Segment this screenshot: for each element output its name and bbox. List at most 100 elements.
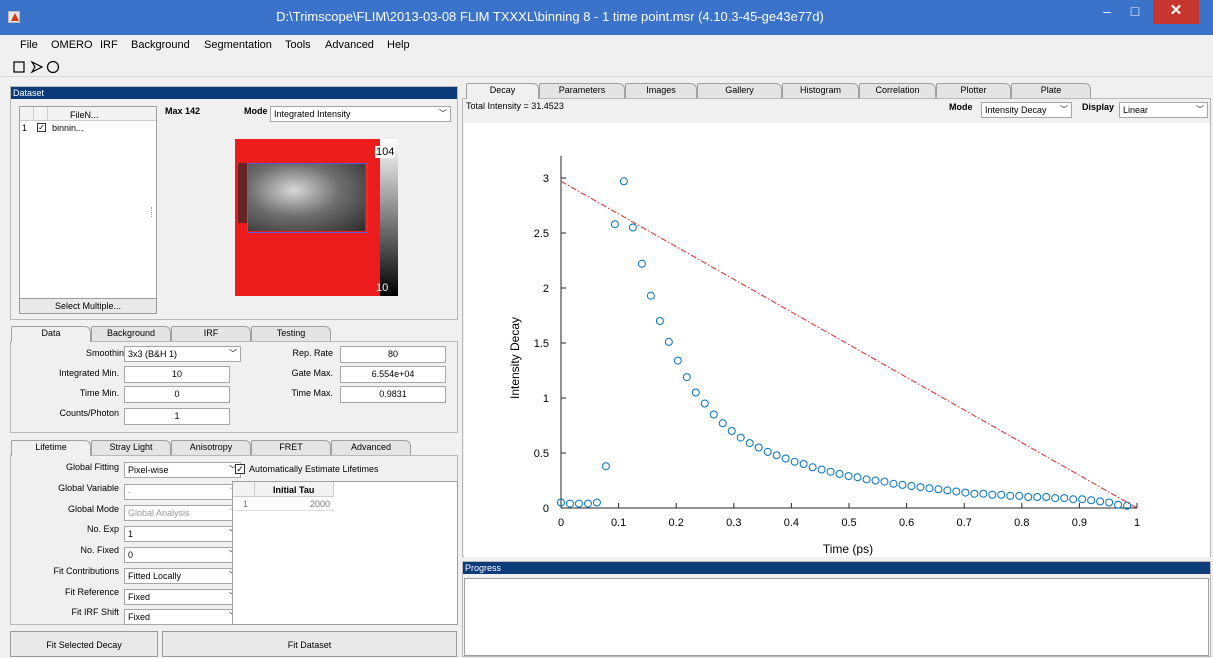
y-axis-label: Intensity Decay [508,317,522,399]
chevron-down-icon: ﹀ [439,109,447,118]
fit-dataset-button[interactable]: Fit Dataset [162,631,457,657]
menu-background[interactable]: Background [131,39,190,51]
intensity-image[interactable]: 104 10 [235,139,398,296]
maximize-button[interactable]: □ [1130,3,1140,19]
mode-select[interactable]: Integrated Intensity ﹀ [270,106,451,122]
file-name-header[interactable]: FileN... [70,110,99,120]
initial-tau-table[interactable]: Initial Tau 1 2000 [232,481,458,625]
tab-decay[interactable]: Decay [466,83,539,99]
chevron-down-icon: ﹀ [229,349,237,358]
no-fixed-select[interactable]: 0﹀ [124,547,241,563]
counts-photon-field[interactable]: 1 [124,408,230,425]
smoothing-select[interactable]: 3x3 (B&H 1) ﹀ [124,346,241,362]
file-checkbox[interactable]: ✓ [37,123,46,132]
menu-omero[interactable]: OMERO [51,39,93,51]
max-label: Max 142 [165,106,201,116]
data-point [745,439,754,448]
global-mode-select[interactable]: Global Analysis﹀ [124,505,241,521]
select-multiple-button[interactable]: Select Multiple... [19,298,157,314]
x-axis-label: Time (ps) [823,542,873,556]
rep-rate-field[interactable]: 80 [340,346,446,363]
tab-stray-light[interactable]: Stray Light [91,440,171,455]
tab-testing[interactable]: Testing [251,326,331,341]
menu-bar: File OMERO IRF Background Segmentation T… [0,35,1213,57]
menu-advanced[interactable]: Advanced [325,39,374,51]
menu-tools[interactable]: Tools [285,39,311,51]
data-point [952,487,961,496]
close-button[interactable]: ✕ [1153,0,1199,24]
data-point [1078,495,1087,504]
no-exp-select-value: 1 [128,529,134,539]
menu-file[interactable]: File [20,39,38,51]
tab-lifetime[interactable]: Lifetime [11,440,91,456]
minimize-button[interactable]: – [1103,3,1111,19]
tab-irf[interactable]: IRF [171,326,251,341]
x-tick-label: 0.7 [957,517,972,529]
rep-rate-label: Rep. Rate [292,348,333,358]
roi-rectangle[interactable] [247,163,368,233]
file-table[interactable]: FileN... 1 ✓ binnin... [19,106,157,306]
row-index: 1 [22,123,28,133]
row-index-header [20,107,34,121]
auto-estimate-checkbox[interactable]: ✓ [235,464,245,474]
data-point [1096,497,1105,506]
tab-background[interactable]: Background [91,326,171,341]
gate-max-field[interactable]: 6.554e+04 [340,366,446,383]
initial-tau-header[interactable]: Initial Tau [273,485,315,495]
fit-reference-select[interactable]: Fixed﹀ [124,589,241,605]
tab-advanced[interactable]: Advanced [331,440,411,455]
x-tick-label: 0 [558,517,564,529]
integrated-min-field[interactable]: 10 [124,366,230,383]
progress-area [464,578,1209,656]
data-point [673,356,682,365]
chart-tick-labels: 0 0.1 0.2 0.3 0.4 0.5 0.6 0.7 0.8 0.9 1 0 0.5 1 1.5 2 2.… [534,173,1140,529]
tab-histogram[interactable]: Histogram [782,83,859,98]
table-splitter[interactable] [151,207,155,217]
data-point [799,460,808,468]
global-variable-select[interactable]: -﹀ [124,484,241,500]
counts-photon-label: Counts/Photon [59,408,119,418]
global-fitting-select[interactable]: Pixel-wise ﹀ [124,462,241,478]
window-title: D:\Trimscope\FLIM\2013-03-08 FLIM TXXXL\… [276,9,824,24]
menu-help[interactable]: Help [387,39,410,51]
data-point [700,399,709,408]
x-tick-label: 0.8 [1014,517,1029,529]
y-tick-label: 2.5 [534,228,549,240]
tau-row-index: 1 [243,499,249,509]
table-row[interactable]: 1 2000 [233,498,334,511]
data-point [907,482,916,490]
polygon-tool-icon[interactable] [30,60,44,74]
tab-gallery[interactable]: Gallery [697,83,782,98]
tab-images[interactable]: Images [625,83,697,98]
time-max-field[interactable]: 0.9831 [340,386,446,403]
image-edge-region [238,163,248,223]
menu-segmentation[interactable]: Segmentation [204,39,272,51]
colorbar-max: 104 [375,146,396,158]
plot-area[interactable]: 0 0.1 0.2 0.3 0.4 0.5 0.6 0.7 0.8 0.9 1 0 0.5 1 1.5 2 2.… [464,123,1210,557]
display-select[interactable]: Linear ﹀ [1119,102,1208,118]
fit-contributions-select[interactable]: Fitted Locally﹀ [124,568,241,584]
tab-anisotropy[interactable]: Anisotropy [171,440,251,455]
time-min-field[interactable]: 0 [124,386,230,403]
table-row[interactable]: 1 ✓ binnin... [20,122,156,135]
decay-chart[interactable]: 0 0.1 0.2 0.3 0.4 0.5 0.6 0.7 0.8 0.9 1 0 0.5 1 1.5 2 2.… [464,123,1210,557]
tab-parameters[interactable]: Parameters [539,83,625,98]
gate-max-label: Gate Max. [291,368,333,378]
decay-mode-select[interactable]: Intensity Decay ﹀ [981,102,1072,118]
tab-plotter[interactable]: Plotter [936,83,1011,98]
fit-irf-shift-select[interactable]: Fixed﹀ [124,609,241,625]
fit-selected-decay-button[interactable]: Fit Selected Decay [10,631,158,657]
menu-irf[interactable]: IRF [100,39,118,51]
chart-axes [560,156,1138,509]
data-point [565,499,574,508]
ellipse-tool-icon[interactable] [46,60,60,74]
tab-correlation[interactable]: Correlation [859,83,936,98]
tab-data[interactable]: Data [11,326,91,342]
no-exp-select[interactable]: 1﹀ [124,526,241,542]
global-fitting-select-value: Pixel-wise [128,465,169,475]
tab-fret[interactable]: FRET [251,440,331,455]
tau-table-header: Initial Tau [233,482,334,497]
rectangle-tool-icon[interactable] [13,61,25,73]
tau-row-value[interactable]: 2000 [310,499,331,509]
tab-plate[interactable]: Plate [1011,83,1091,98]
